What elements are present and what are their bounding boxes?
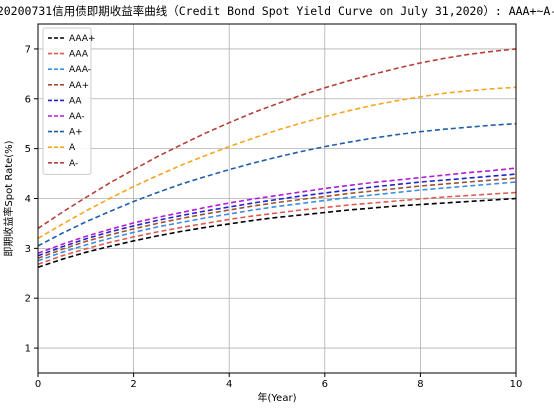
y-tick-label: 6 (25, 94, 31, 105)
x-tick-label: 0 (35, 379, 41, 390)
x-tick-label: 4 (226, 379, 232, 390)
x-tick-label: 8 (417, 379, 423, 390)
y-tick-label: 2 (25, 294, 31, 305)
series-line-a-minus (37, 48, 517, 230)
y-axis-label: 即期收益率Spot Rate(%) (2, 140, 15, 256)
series-line-aaa (37, 191, 517, 266)
y-axis-ticks: 1 2 3 4 5 6 7 (25, 44, 38, 355)
series-lines (37, 48, 517, 269)
legend-label: AA (69, 96, 82, 106)
y-tick-label: 1 (25, 344, 31, 355)
series-line-aaa-plus (37, 197, 517, 269)
legend-label: AAA+ (69, 34, 96, 44)
series-line-a-plus (37, 122, 517, 247)
legend-label: A+ (69, 128, 83, 138)
legend-box (42, 27, 92, 175)
x-tick-label: 2 (130, 379, 136, 390)
y-tick-label: 7 (25, 44, 31, 55)
series-line-aa-plus (37, 177, 517, 260)
series-line-aaa-minus (37, 181, 517, 262)
x-tick-label: 10 (510, 379, 523, 390)
series-line-aa (37, 173, 517, 257)
x-axis-ticks: 0 2 4 6 8 10 (35, 373, 523, 390)
y-tick-label: 4 (25, 194, 31, 205)
chart-title: 20200731信用债即期收益率曲线（Credit Bond Spot Yiel… (0, 4, 554, 18)
legend-label: AA+ (69, 81, 89, 91)
legend-label: AAA- (69, 65, 91, 75)
y-tick-label: 5 (25, 144, 31, 155)
x-tick-label: 6 (322, 379, 328, 390)
y-tick-label: 3 (25, 244, 31, 255)
legend-label: A- (69, 159, 78, 169)
legend-label: AAA (69, 50, 89, 60)
x-axis-label: 年(Year) (258, 391, 297, 404)
legend-label: A (69, 143, 76, 153)
series-line-aa-minus (37, 167, 517, 255)
legend-label: AA- (69, 112, 85, 122)
series-line-a (37, 86, 517, 240)
